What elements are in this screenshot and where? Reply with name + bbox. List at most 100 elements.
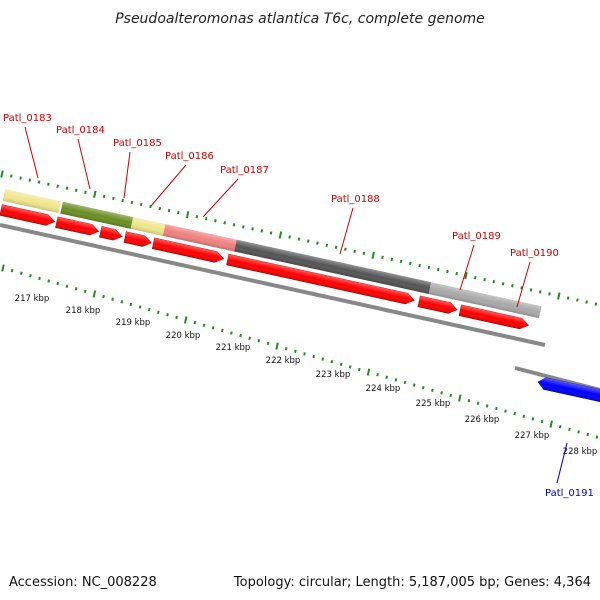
inner-tick-minor bbox=[312, 354, 315, 359]
gene-label-patl_0186[interactable]: Patl_0186 bbox=[165, 151, 214, 162]
leader-line-patl_0189 bbox=[459, 244, 475, 291]
inner-tick-minor bbox=[485, 404, 489, 408]
inner-tick-major bbox=[366, 368, 371, 376]
gene-arrow-patl_0184-group[interactable] bbox=[55, 216, 100, 237]
band-patl_0184-group bbox=[60, 201, 134, 229]
gene-arrow-shade bbox=[538, 377, 600, 405]
gene-arrow-patl_0186-shade bbox=[123, 231, 152, 247]
outer-tick-minor bbox=[297, 237, 301, 241]
kbp-label: 222 kbp bbox=[266, 356, 301, 366]
gene-arrow-patl_0186-group[interactable] bbox=[123, 231, 153, 249]
inner-tick-minor bbox=[129, 302, 133, 307]
gene-arrow-patl_0190-group[interactable] bbox=[458, 304, 530, 331]
outer-tick-minor bbox=[214, 219, 217, 223]
genome-track: 217 kbp 218 kbp 219 kbp 220 kbp 221 kbp 222 k… bbox=[0, 113, 600, 499]
inner-tick-ring bbox=[1, 264, 599, 439]
gene-arrow-patl_0183-shade bbox=[0, 204, 55, 226]
outer-tick-minor bbox=[130, 200, 134, 205]
gene-label-patl_0190[interactable]: Patl_0190 bbox=[510, 248, 559, 259]
band-patl_0184-shade bbox=[60, 201, 134, 229]
band-patl_0183-group bbox=[2, 189, 61, 214]
outer-tick-minor bbox=[19, 176, 22, 180]
outer-tick-minor bbox=[47, 182, 50, 186]
inner-tick-minor bbox=[147, 307, 151, 312]
gene-label-patl_0187[interactable]: Patl_0187 bbox=[220, 165, 269, 176]
outer-tick-major bbox=[278, 231, 283, 239]
map-title: Pseudoalteromonas atlantica T6c, complet… bbox=[115, 11, 485, 27]
outer-tick-minor bbox=[353, 249, 356, 253]
leader-line-patl_0184 bbox=[77, 138, 91, 190]
inner-tick-minor bbox=[504, 409, 507, 413]
outer-tick-minor bbox=[362, 251, 366, 255]
outer-tick-minor bbox=[501, 282, 505, 286]
inner-tick-minor bbox=[47, 279, 50, 283]
outer-tick-minor bbox=[167, 208, 171, 213]
gene-label-patl_0185[interactable]: Patl_0185 bbox=[113, 138, 162, 149]
kbp-label: 221 kbp bbox=[216, 343, 251, 353]
leader-line-patl_0187 bbox=[202, 178, 239, 218]
inner-tick-minor bbox=[422, 386, 425, 390]
leader-line-patl_0183 bbox=[24, 126, 39, 179]
outer-tick-minor bbox=[409, 261, 412, 266]
gene-arrow-patl_0191-group[interactable] bbox=[537, 376, 600, 406]
outer-tick-minor bbox=[177, 210, 180, 215]
inner-tick-minor bbox=[175, 315, 178, 320]
outer-tick-minor bbox=[492, 280, 496, 284]
outer-tick-minor bbox=[325, 243, 329, 247]
outer-tick-major bbox=[0, 170, 4, 178]
gene-label-patl_0191[interactable]: Patl_0191 bbox=[545, 488, 594, 499]
inner-tick-minor bbox=[211, 326, 215, 330]
inner-tick-minor bbox=[20, 271, 23, 275]
gene-arrow-patl_0188-group[interactable] bbox=[226, 253, 416, 306]
cog-color-band bbox=[2, 189, 542, 319]
inner-tick-major bbox=[1, 264, 5, 272]
gene-arrow-patl_0185-shade bbox=[99, 226, 123, 241]
outer-tick-minor bbox=[204, 217, 208, 221]
outer-tick-minor bbox=[74, 188, 78, 192]
gene-label-patl_0183[interactable]: Patl_0183 bbox=[3, 113, 52, 124]
outer-tick-minor bbox=[427, 265, 431, 270]
kbp-scale-labels: 217 kbp 218 kbp 219 kbp 220 kbp 221 kbp 222 k… bbox=[15, 294, 598, 457]
outer-tick-minor bbox=[390, 257, 394, 262]
band-patl_0186-group bbox=[162, 224, 237, 252]
inner-tick-minor bbox=[495, 406, 498, 411]
outer-tick-minor bbox=[260, 229, 264, 233]
gene-arrow-patl_0187-group[interactable] bbox=[151, 237, 225, 264]
gene-arrow-patl_0185-group[interactable] bbox=[99, 226, 123, 241]
leader-line-patl_0191 bbox=[556, 442, 568, 484]
gene-arrow-patl_0184-shade bbox=[55, 216, 99, 236]
gene-label-patl_0189[interactable]: Patl_0189 bbox=[452, 231, 501, 242]
gene-arrow-patl_0189-group[interactable] bbox=[417, 295, 458, 315]
outer-tick-minor bbox=[223, 221, 226, 225]
gene-label-patl_0184[interactable]: Patl_0184 bbox=[56, 125, 105, 136]
inner-tick-minor bbox=[303, 352, 306, 356]
gene-arrow-patl_0183-group[interactable] bbox=[0, 204, 56, 227]
outer-tick-minor bbox=[436, 267, 440, 272]
kbp-label: 223 kbp bbox=[316, 370, 351, 380]
inner-tick-minor bbox=[476, 401, 480, 405]
kbp-label: 218 kbp bbox=[66, 306, 101, 316]
outer-tick-minor bbox=[399, 259, 403, 264]
inner-tick-minor bbox=[330, 360, 334, 364]
band-patl_0188-group bbox=[234, 239, 432, 294]
gene-label-patl_0188[interactable]: Patl_0188 bbox=[331, 194, 380, 205]
inner-tick-minor bbox=[339, 362, 343, 366]
kbp-label: 228 kbp bbox=[563, 447, 598, 457]
outer-tick-minor bbox=[65, 186, 69, 190]
inner-tick-minor bbox=[467, 399, 471, 403]
outer-tick-major bbox=[464, 271, 468, 280]
band-patl_0185-group bbox=[130, 217, 166, 236]
band-patl_0183-shade bbox=[2, 189, 61, 214]
inner-tick-minor bbox=[74, 287, 78, 291]
outer-tick-minor bbox=[474, 276, 477, 280]
band-patl_0188-shade bbox=[234, 239, 432, 294]
outer-tick-minor bbox=[576, 298, 579, 302]
outer-tick-minor bbox=[566, 296, 570, 300]
kbp-label: 225 kbp bbox=[416, 399, 451, 409]
reverse-strand-genes bbox=[537, 376, 600, 406]
inner-tick-major bbox=[458, 394, 462, 402]
gene-arrow-patl_0190-shade bbox=[459, 304, 529, 329]
outer-tick-major bbox=[371, 251, 375, 259]
